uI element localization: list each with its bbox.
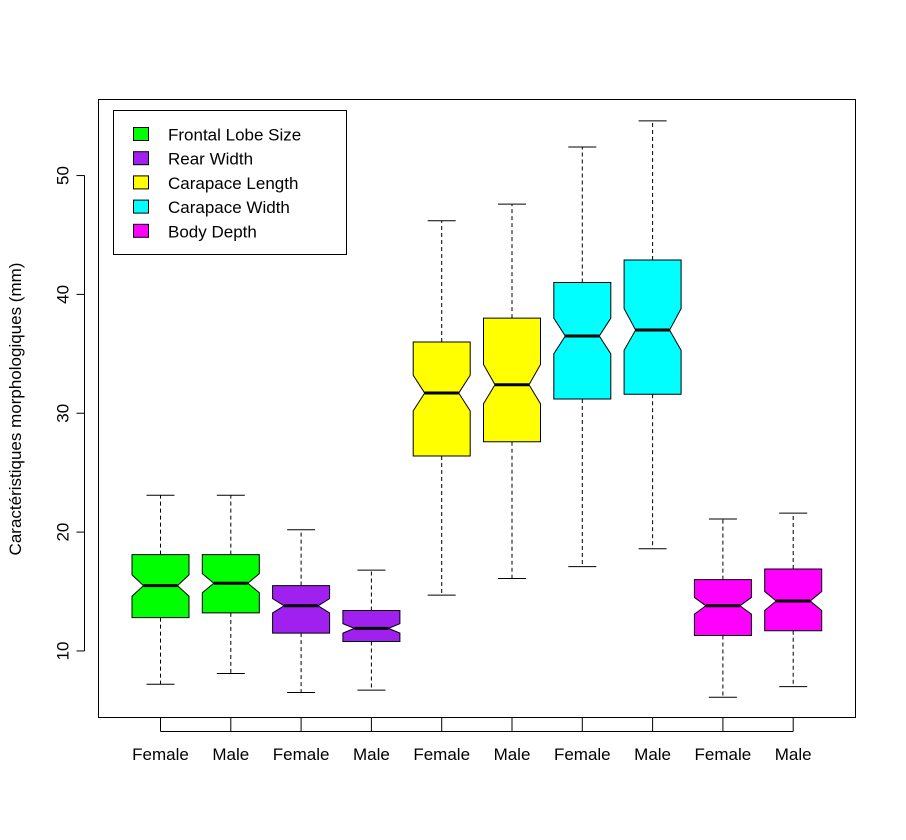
legend-label: Carapace Length (168, 174, 298, 193)
x-tick-label: Female (695, 745, 752, 764)
y-tick-label: 20 (54, 523, 73, 542)
y-tick-label: 50 (54, 166, 73, 185)
x-tick-label: Female (132, 745, 189, 764)
box-body (483, 317, 541, 443)
plot-frame (98, 99, 856, 718)
legend-swatch (133, 223, 149, 238)
x-tick-label: Female (554, 745, 611, 764)
legend-label: Body Depth (168, 222, 257, 241)
box-body (553, 282, 612, 400)
legend: Frontal Lobe Size Rear Width Carapace Leng… (113, 110, 347, 255)
legend-swatch (133, 127, 149, 141)
x-tick-label: Male (353, 745, 390, 764)
x-tick-label: Male (775, 745, 812, 764)
x-tick-label: Male (634, 745, 671, 764)
legend-label: Rear Width (168, 150, 253, 169)
legend-label: Frontal Lobe Size (168, 126, 301, 145)
legend-swatch (133, 151, 149, 166)
plot-area: 10 20 30 40 50 Female Male Female Male Female Male… (54, 120, 823, 764)
box-body (412, 341, 471, 457)
y-tick-label: 40 (54, 285, 73, 304)
legend-label: Carapace Width (168, 198, 290, 217)
y-axis-title: Caractéristiques morphologiques (mm) (6, 263, 25, 556)
box-body (693, 579, 752, 636)
box-body (272, 585, 331, 634)
x-tick-label: Female (413, 745, 470, 764)
box-body (342, 610, 401, 642)
legend-swatch (133, 175, 149, 190)
box-body (623, 259, 682, 395)
legend-box (113, 110, 347, 255)
y-tick-label: 30 (54, 404, 73, 423)
legend-swatch (133, 199, 149, 214)
x-tick-label: Male (212, 745, 249, 764)
y-tick-label: 10 (54, 641, 73, 660)
x-tick-label: Female (273, 745, 330, 764)
x-tick-label: Male (494, 745, 531, 764)
